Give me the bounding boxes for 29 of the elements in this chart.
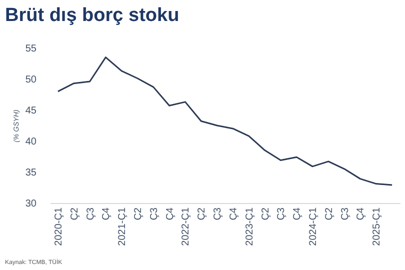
x-tick-label: Ç3 (148, 207, 160, 220)
y-tick-label: 50 (25, 74, 37, 86)
x-tick-label: Ç2 (324, 207, 335, 220)
x-tick-label: Ç2 (260, 207, 272, 220)
x-tick-label: Ç3 (276, 207, 288, 220)
x-tick-label: 2023-Ç1 (244, 207, 256, 246)
x-tick-label: Ç4 (164, 207, 176, 220)
x-tick-label: 2020-Ç1 (53, 207, 64, 246)
x-tick-label: Ç3 (212, 207, 224, 220)
x-tick-label: Ç2 (196, 207, 208, 220)
x-tick-label: Ç2 (69, 207, 80, 220)
y-tick-label: 45 (25, 106, 37, 116)
line-series (57, 56, 393, 186)
chart-title: Brüt dış borç stoku (5, 5, 180, 26)
x-tick-label: Ç2 (133, 207, 144, 220)
x-tick-label: Ç4 (356, 207, 367, 220)
x-tick-label: 2025-Ç1 (372, 207, 383, 246)
x-tick-label: Ç3 (85, 207, 96, 220)
x-tick-label: 2022-Ç1 (180, 207, 192, 246)
x-tick-label: Ç3 (340, 207, 351, 220)
y-tick-label: 55 (25, 44, 37, 54)
x-tick-label: 2021-Ç1 (117, 207, 128, 246)
x-tick-label: Ç4 (101, 207, 112, 220)
x-tick-label: Ç4 (292, 207, 304, 220)
x-tick-label: Ç4 (228, 207, 240, 220)
y-tick-label: 40 (25, 136, 37, 148)
x-tick-label: 2024-Ç1 (308, 207, 319, 246)
y-tick-label: 35 (25, 168, 37, 178)
y-tick-label: 30 (25, 198, 37, 210)
